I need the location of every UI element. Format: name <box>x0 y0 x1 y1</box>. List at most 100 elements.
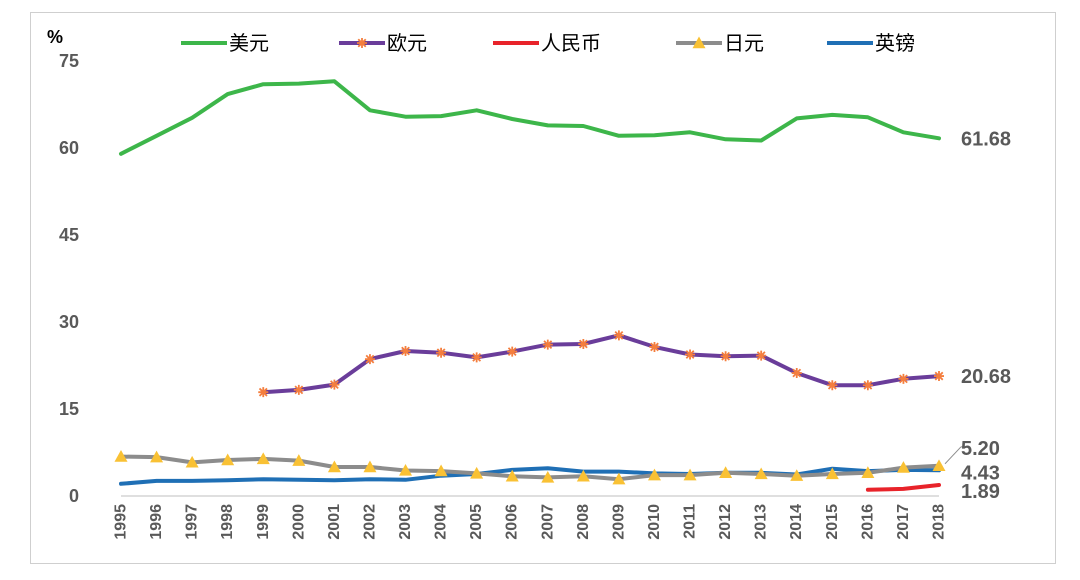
x-tick-label: 2008 <box>575 504 592 540</box>
x-tick-label: 1998 <box>219 504 236 540</box>
data-point-marker <box>719 466 733 478</box>
series-line <box>119 79 941 156</box>
unit-label: % <box>47 27 63 47</box>
x-tick-label: 2001 <box>326 504 343 540</box>
data-point-marker <box>292 454 306 466</box>
data-point-marker <box>293 384 304 395</box>
data-point-marker <box>932 459 946 472</box>
data-point-marker <box>221 453 235 466</box>
data-point-marker <box>329 379 340 390</box>
x-tick-label: 2016 <box>859 504 876 540</box>
x-tick-label: 2010 <box>646 504 663 540</box>
data-point-marker <box>542 339 553 350</box>
legend-label: 英镑 <box>875 32 915 55</box>
data-point-marker <box>685 349 696 360</box>
data-label: 5.20 <box>961 438 1000 460</box>
data-point-marker <box>256 452 270 465</box>
data-point-marker <box>649 341 660 352</box>
data-point-marker <box>613 330 624 341</box>
data-point-marker <box>898 373 909 384</box>
data-point-marker <box>647 468 661 481</box>
legend-label: 人民币 <box>541 32 601 55</box>
y-tick-label: 75 <box>59 51 79 71</box>
y-tick-label: 15 <box>59 399 79 419</box>
data-point-marker <box>363 460 377 473</box>
series-2 <box>865 483 941 492</box>
legend-item-0: 美元 <box>181 32 269 55</box>
chart-frame: 0 15 30 45 60 75 1995 1996 1997 1998 1999 2000 2001 2… <box>30 12 1056 564</box>
x-tick-label: 1999 <box>255 504 272 540</box>
data-point-marker <box>541 470 555 483</box>
x-tick-label: 2011 <box>682 504 699 539</box>
x-tick-label: 2014 <box>788 504 805 540</box>
data-point-marker <box>258 387 269 398</box>
x-tick-label: 2003 <box>397 504 414 540</box>
legend-item-3: 日元 <box>676 33 764 55</box>
data-point-marker <box>505 469 519 482</box>
x-tick-label: 1996 <box>148 504 165 540</box>
legend-item-4: 英镑 <box>827 32 915 55</box>
x-tick-label: 1997 <box>184 504 201 540</box>
x-tick-label: 2013 <box>753 504 770 540</box>
data-point-marker <box>114 450 128 462</box>
axes: 0 15 30 45 60 75 1995 1996 1997 1998 1999 2000 2001 2… <box>59 51 948 540</box>
legend: 美元 欧元 人民币 日元 英镑 <box>181 32 915 55</box>
x-tick-label: 2000 <box>290 504 307 540</box>
data-point-marker <box>185 455 199 468</box>
data-point-marker <box>436 347 447 358</box>
data-point-marker <box>578 339 589 350</box>
series-layer <box>114 79 946 492</box>
legend-label: 欧元 <box>387 32 427 55</box>
data-point-marker <box>896 461 910 473</box>
data-point-marker <box>720 351 731 362</box>
y-tick-label: 30 <box>59 312 79 332</box>
data-point-marker <box>507 346 518 357</box>
series-0 <box>119 79 941 156</box>
legend-item-2: 人民币 <box>493 32 601 55</box>
x-tick-label: 2004 <box>433 504 450 540</box>
series-3 <box>114 450 946 485</box>
data-point-marker <box>862 380 873 391</box>
legend-label: 美元 <box>229 32 269 55</box>
data-point-marker <box>612 472 626 485</box>
x-tick-label: 2005 <box>468 504 485 540</box>
data-point-marker <box>791 368 802 379</box>
data-point-marker <box>471 352 482 363</box>
x-tick-label: 2017 <box>895 504 912 540</box>
data-label: 4.43 <box>961 462 1000 484</box>
data-point-marker <box>399 463 413 476</box>
x-tick-label: 2018 <box>931 504 948 540</box>
x-tick-label: 2012 <box>717 504 734 540</box>
data-point-marker <box>327 460 341 473</box>
x-tick-label: 2015 <box>824 504 841 540</box>
series-line <box>119 454 941 482</box>
data-point-marker <box>754 467 768 480</box>
data-point-marker <box>400 346 411 356</box>
series-line <box>261 333 941 395</box>
y-tick-label: 0 <box>69 486 79 506</box>
end-labels-layer: 61.68 20.68 5.204.431.89 <box>944 128 1011 503</box>
data-label: 20.68 <box>961 366 1011 388</box>
x-tick-label: 2006 <box>504 504 521 540</box>
x-tick-label: 2002 <box>361 504 378 540</box>
line-chart: 0 15 30 45 60 75 1995 1996 1997 1998 1999 2000 2001 2… <box>47 27 1011 540</box>
legend-item-1: 欧元 <box>339 32 427 55</box>
data-point-marker <box>934 371 944 382</box>
x-tick-label: 2007 <box>539 504 556 540</box>
y-tick-label: 60 <box>59 138 79 158</box>
data-point-marker <box>825 467 839 480</box>
data-point-marker <box>861 466 875 478</box>
data-point-marker <box>364 354 375 365</box>
data-point-marker <box>692 36 706 49</box>
data-point-marker <box>756 350 767 361</box>
data-point-marker <box>434 464 448 477</box>
data-point-marker <box>470 466 484 479</box>
x-tick-label: 2009 <box>610 504 627 540</box>
data-point-marker <box>683 468 697 481</box>
data-point-marker <box>827 380 838 391</box>
data-label: 1.89 <box>961 481 1000 503</box>
series-1 <box>258 330 944 398</box>
data-point-marker <box>150 450 164 463</box>
data-point-marker <box>790 469 804 481</box>
data-label: 61.68 <box>961 128 1011 150</box>
